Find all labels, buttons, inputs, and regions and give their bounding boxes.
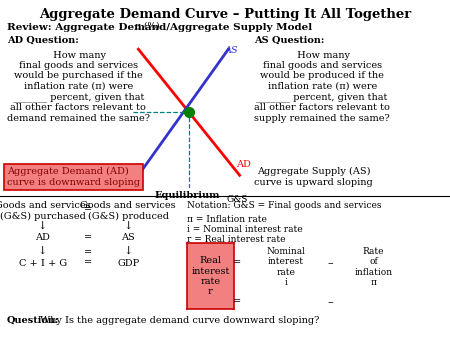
Text: ↓: ↓ xyxy=(38,247,47,257)
Text: π (%): π (%) xyxy=(135,22,160,31)
Text: =: = xyxy=(84,259,92,268)
Text: How many
final goods and services
would be purchased if the
inflation rate (π) w: How many final goods and services would … xyxy=(7,51,150,123)
Text: AS: AS xyxy=(225,46,238,55)
Text: –: – xyxy=(328,259,333,269)
Text: π = Inflation rate: π = Inflation rate xyxy=(187,215,266,224)
Text: Question:: Question: xyxy=(7,316,59,325)
Text: =: = xyxy=(233,259,241,268)
Text: Review: Aggregate Demand/Aggregate Supply Model: Review: Aggregate Demand/Aggregate Suppl… xyxy=(7,23,312,32)
Text: AS: AS xyxy=(122,233,135,242)
Text: r = Real interest rate: r = Real interest rate xyxy=(187,235,285,244)
Text: Aggregate Supply (AS)
curve is upward sloping: Aggregate Supply (AS) curve is upward sl… xyxy=(254,167,373,187)
Text: GDP: GDP xyxy=(117,259,140,268)
Text: Aggregate Demand Curve – Putting It All Together: Aggregate Demand Curve – Putting It All … xyxy=(39,8,411,21)
Text: i = Nominal interest rate: i = Nominal interest rate xyxy=(187,225,302,234)
Text: –: – xyxy=(328,297,333,308)
Text: Why Is the aggregate demand curve downward sloping?: Why Is the aggregate demand curve downwa… xyxy=(37,316,319,325)
Text: AD: AD xyxy=(35,233,50,242)
Text: AD: AD xyxy=(236,160,251,169)
Text: ↓: ↓ xyxy=(124,247,133,257)
Text: ↓: ↓ xyxy=(38,221,47,232)
Text: C + I + G: C + I + G xyxy=(19,259,67,268)
Text: Aggregate Demand (AD)
curve is downward sloping: Aggregate Demand (AD) curve is downward … xyxy=(7,167,140,187)
Text: =: = xyxy=(84,248,92,258)
Text: Equilibrium: Equilibrium xyxy=(154,191,220,200)
Text: =: = xyxy=(84,233,92,242)
Text: How many
final goods and services
would be produced if the
inflation rate (π) we: How many final goods and services would … xyxy=(254,51,390,123)
Text: Notation: G&S = Final goods and services: Notation: G&S = Final goods and services xyxy=(187,201,381,210)
Text: =: = xyxy=(233,297,241,307)
Text: Goods and services
(G&S) produced: Goods and services (G&S) produced xyxy=(81,201,176,221)
Text: AS Question:: AS Question: xyxy=(254,35,324,45)
Text: Goods and services
(G&S) purchased: Goods and services (G&S) purchased xyxy=(0,201,90,221)
Text: AD Question:: AD Question: xyxy=(7,35,78,45)
Text: Real
interest
rate
r: Real interest rate r xyxy=(191,256,230,296)
Text: Rate
of
inflation
π: Rate of inflation π xyxy=(355,247,392,287)
Text: Nominal
interest
rate
i: Nominal interest rate i xyxy=(266,247,305,287)
Text: =: = xyxy=(84,205,92,214)
Text: G&S: G&S xyxy=(226,195,248,204)
Text: ↓: ↓ xyxy=(124,221,133,232)
